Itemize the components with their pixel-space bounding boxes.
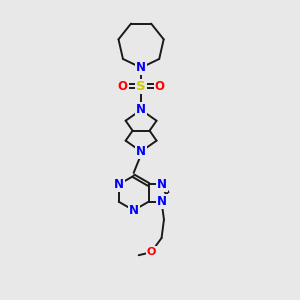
Text: N: N [114, 178, 124, 191]
Text: N: N [136, 61, 146, 74]
Text: N: N [136, 103, 146, 116]
Text: N: N [136, 145, 146, 158]
Text: O: O [154, 80, 164, 93]
Text: N: N [129, 204, 139, 217]
Text: O: O [118, 80, 128, 93]
Text: O: O [146, 247, 156, 257]
Text: S: S [136, 80, 146, 93]
Text: N: N [157, 178, 166, 191]
Text: N: N [157, 195, 166, 208]
